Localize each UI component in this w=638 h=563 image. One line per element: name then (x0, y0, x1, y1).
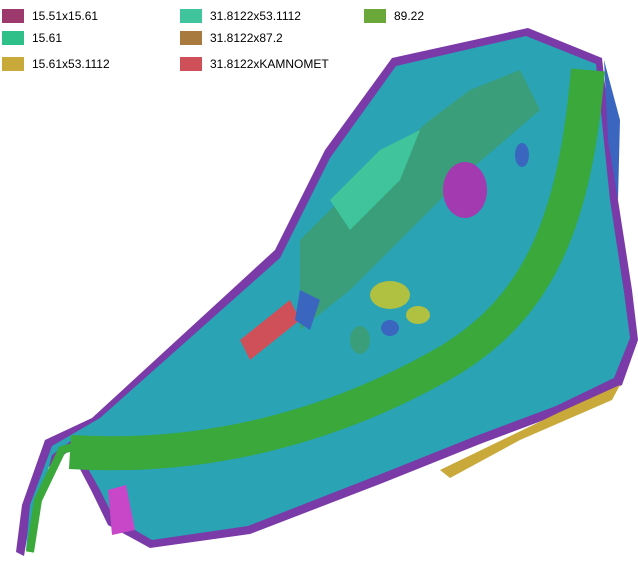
legend-label: 15.61x53.1112 (32, 57, 110, 71)
legend-item (180, 0, 210, 1)
map-view: 15.51x15.61 31.8122x53.1112 89.22 15.61 31.8… (0, 0, 638, 563)
legend-item: 31.8122x87.2 (180, 29, 283, 47)
legend-swatch (2, 57, 24, 71)
legend-item (2, 0, 32, 1)
legend-label: 15.61 (32, 31, 62, 45)
legend-swatch (180, 57, 202, 71)
legend-item: 15.61 (2, 29, 62, 47)
legend-swatch (180, 31, 202, 45)
area-patch (515, 143, 529, 167)
legend-item: 31.8122xKAMNOMET (180, 55, 329, 73)
legend-swatch (364, 9, 386, 23)
legend-swatch (2, 9, 24, 23)
area-patch (406, 306, 430, 324)
legend-label: 15.51x15.61 (32, 9, 98, 23)
legend-item: 89.22 (364, 7, 424, 25)
legend-label: 89.22 (394, 9, 424, 23)
legend-item (364, 0, 394, 1)
legend-swatch (2, 31, 24, 45)
area-patch (350, 326, 370, 354)
area-patch (381, 320, 399, 336)
legend-item: 31.8122x53.1112 (180, 7, 301, 25)
legend-swatch (180, 9, 202, 23)
legend-label: 31.8122x53.1112 (210, 9, 301, 23)
legend-label: 31.8122x87.2 (210, 31, 283, 45)
legend-item: 15.51x15.61 (2, 7, 98, 25)
legend-item: 15.61x53.1112 (2, 55, 110, 73)
legend-label: 31.8122xKAMNOMET (210, 57, 329, 71)
area-patch (443, 162, 487, 218)
area-patch (370, 281, 410, 309)
map (0, 0, 638, 563)
